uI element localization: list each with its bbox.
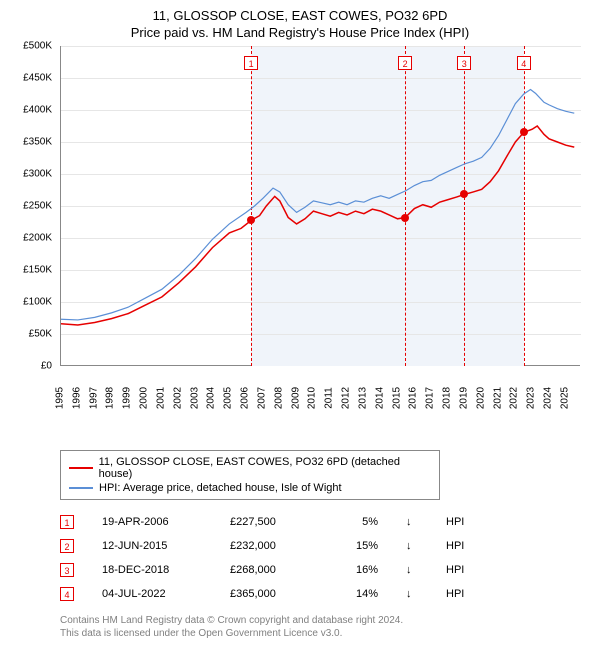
legend-label: 11, GLOSSOP CLOSE, EAST COWES, PO32 6PD … [99, 456, 431, 480]
transaction-row: 1 19-APR-2006 £227,500 5% ↓ HPI [60, 510, 590, 534]
x-tick-label: 2016 [408, 387, 419, 409]
transaction-date: 18-DEC-2018 [102, 564, 202, 576]
transaction-date: 04-JUL-2022 [102, 588, 202, 600]
legend: 11, GLOSSOP CLOSE, EAST COWES, PO32 6PD … [60, 450, 440, 500]
plot-area: 1234 [60, 46, 580, 366]
footer: Contains HM Land Registry data © Crown c… [60, 614, 590, 640]
transaction-pct: 14% [338, 588, 378, 600]
y-tick-label: £400K [23, 105, 52, 116]
down-arrow-icon: ↓ [406, 540, 418, 552]
y-tick-label: £200K [23, 233, 52, 244]
titles: 11, GLOSSOP CLOSE, EAST COWES, PO32 6PD … [10, 8, 590, 40]
transactions-table: 1 19-APR-2006 £227,500 5% ↓ HPI 2 12-JUN-2015 £2… [60, 510, 590, 606]
transaction-pct: 15% [338, 540, 378, 552]
x-tick-label: 2006 [240, 387, 251, 409]
transaction-badge: 2 [60, 539, 74, 553]
legend-item-property: 11, GLOSSOP CLOSE, EAST COWES, PO32 6PD … [69, 455, 431, 481]
x-tick-label: 2002 [172, 387, 183, 409]
transaction-date: 19-APR-2006 [102, 516, 202, 528]
x-tick-label: 2015 [391, 387, 402, 409]
transaction-badge: 3 [60, 563, 74, 577]
transaction-row: 3 18-DEC-2018 £268,000 16% ↓ HPI [60, 558, 590, 582]
title-subtitle: Price paid vs. HM Land Registry's House … [10, 25, 590, 40]
x-tick-label: 1995 [55, 387, 66, 409]
x-tick-label: 2023 [526, 387, 537, 409]
x-tick-label: 2004 [206, 387, 217, 409]
y-tick-label: £150K [23, 265, 52, 276]
x-tick-label: 2024 [543, 387, 554, 409]
chart-container: 11, GLOSSOP CLOSE, EAST COWES, PO32 6PD … [0, 0, 600, 648]
y-tick-label: £50K [29, 329, 52, 340]
transaction-vs: HPI [446, 588, 476, 600]
x-tick-label: 1996 [71, 387, 82, 409]
y-tick-label: £500K [23, 41, 52, 52]
transaction-vs: HPI [446, 540, 476, 552]
x-tick-label: 2008 [273, 387, 284, 409]
transaction-vs: HPI [446, 516, 476, 528]
legend-swatch [69, 487, 93, 489]
x-tick-label: 2001 [155, 387, 166, 409]
x-tick-label: 2007 [256, 387, 267, 409]
x-tick-label: 2019 [458, 387, 469, 409]
x-tick-label: 2010 [307, 387, 318, 409]
x-tick-label: 2017 [425, 387, 436, 409]
transaction-badge: 1 [60, 515, 74, 529]
x-tick-label: 2011 [324, 387, 335, 409]
x-tick-label: 2022 [509, 387, 520, 409]
series-svg [61, 46, 581, 366]
transaction-row: 4 04-JUL-2022 £365,000 14% ↓ HPI [60, 582, 590, 606]
transaction-price: £227,500 [230, 516, 310, 528]
chart-area: £0 £50K £100K £150K £200K £250K £300K £350K £400… [10, 46, 590, 406]
down-arrow-icon: ↓ [406, 516, 418, 528]
x-tick-label: 2014 [374, 387, 385, 409]
y-tick-label: £100K [23, 297, 52, 308]
transaction-pct: 5% [338, 516, 378, 528]
x-tick-label: 2020 [475, 387, 486, 409]
transaction-row: 2 12-JUN-2015 £232,000 15% ↓ HPI [60, 534, 590, 558]
series-hpi [61, 90, 574, 320]
x-tick-label: 2013 [357, 387, 368, 409]
transaction-price: £232,000 [230, 540, 310, 552]
transaction-vs: HPI [446, 564, 476, 576]
y-tick-label: £250K [23, 201, 52, 212]
x-tick-label: 2025 [559, 387, 570, 409]
x-tick-label: 2000 [139, 387, 150, 409]
transaction-badge: 4 [60, 587, 74, 601]
series-property [61, 126, 574, 325]
down-arrow-icon: ↓ [406, 588, 418, 600]
x-tick-label: 2021 [492, 387, 503, 409]
legend-swatch [69, 467, 93, 469]
transaction-date: 12-JUN-2015 [102, 540, 202, 552]
title-address: 11, GLOSSOP CLOSE, EAST COWES, PO32 6PD [10, 8, 590, 23]
x-tick-label: 1998 [105, 387, 116, 409]
legend-label: HPI: Average price, detached house, Isle… [99, 482, 342, 494]
footer-line: Contains HM Land Registry data © Crown c… [60, 614, 590, 627]
x-tick-label: 2003 [189, 387, 200, 409]
transaction-price: £365,000 [230, 588, 310, 600]
y-tick-label: £450K [23, 73, 52, 84]
x-tick-label: 2018 [442, 387, 453, 409]
transaction-pct: 16% [338, 564, 378, 576]
y-tick-label: £350K [23, 137, 52, 148]
x-tick-label: 1997 [88, 387, 99, 409]
down-arrow-icon: ↓ [406, 564, 418, 576]
x-tick-label: 2012 [341, 387, 352, 409]
transaction-price: £268,000 [230, 564, 310, 576]
legend-item-hpi: HPI: Average price, detached house, Isle… [69, 481, 431, 495]
x-tick-label: 2005 [223, 387, 234, 409]
x-tick-label: 1999 [122, 387, 133, 409]
y-tick-label: £300K [23, 169, 52, 180]
y-tick-label: £0 [41, 361, 52, 372]
x-tick-label: 2009 [290, 387, 301, 409]
footer-line: This data is licensed under the Open Gov… [60, 627, 590, 640]
